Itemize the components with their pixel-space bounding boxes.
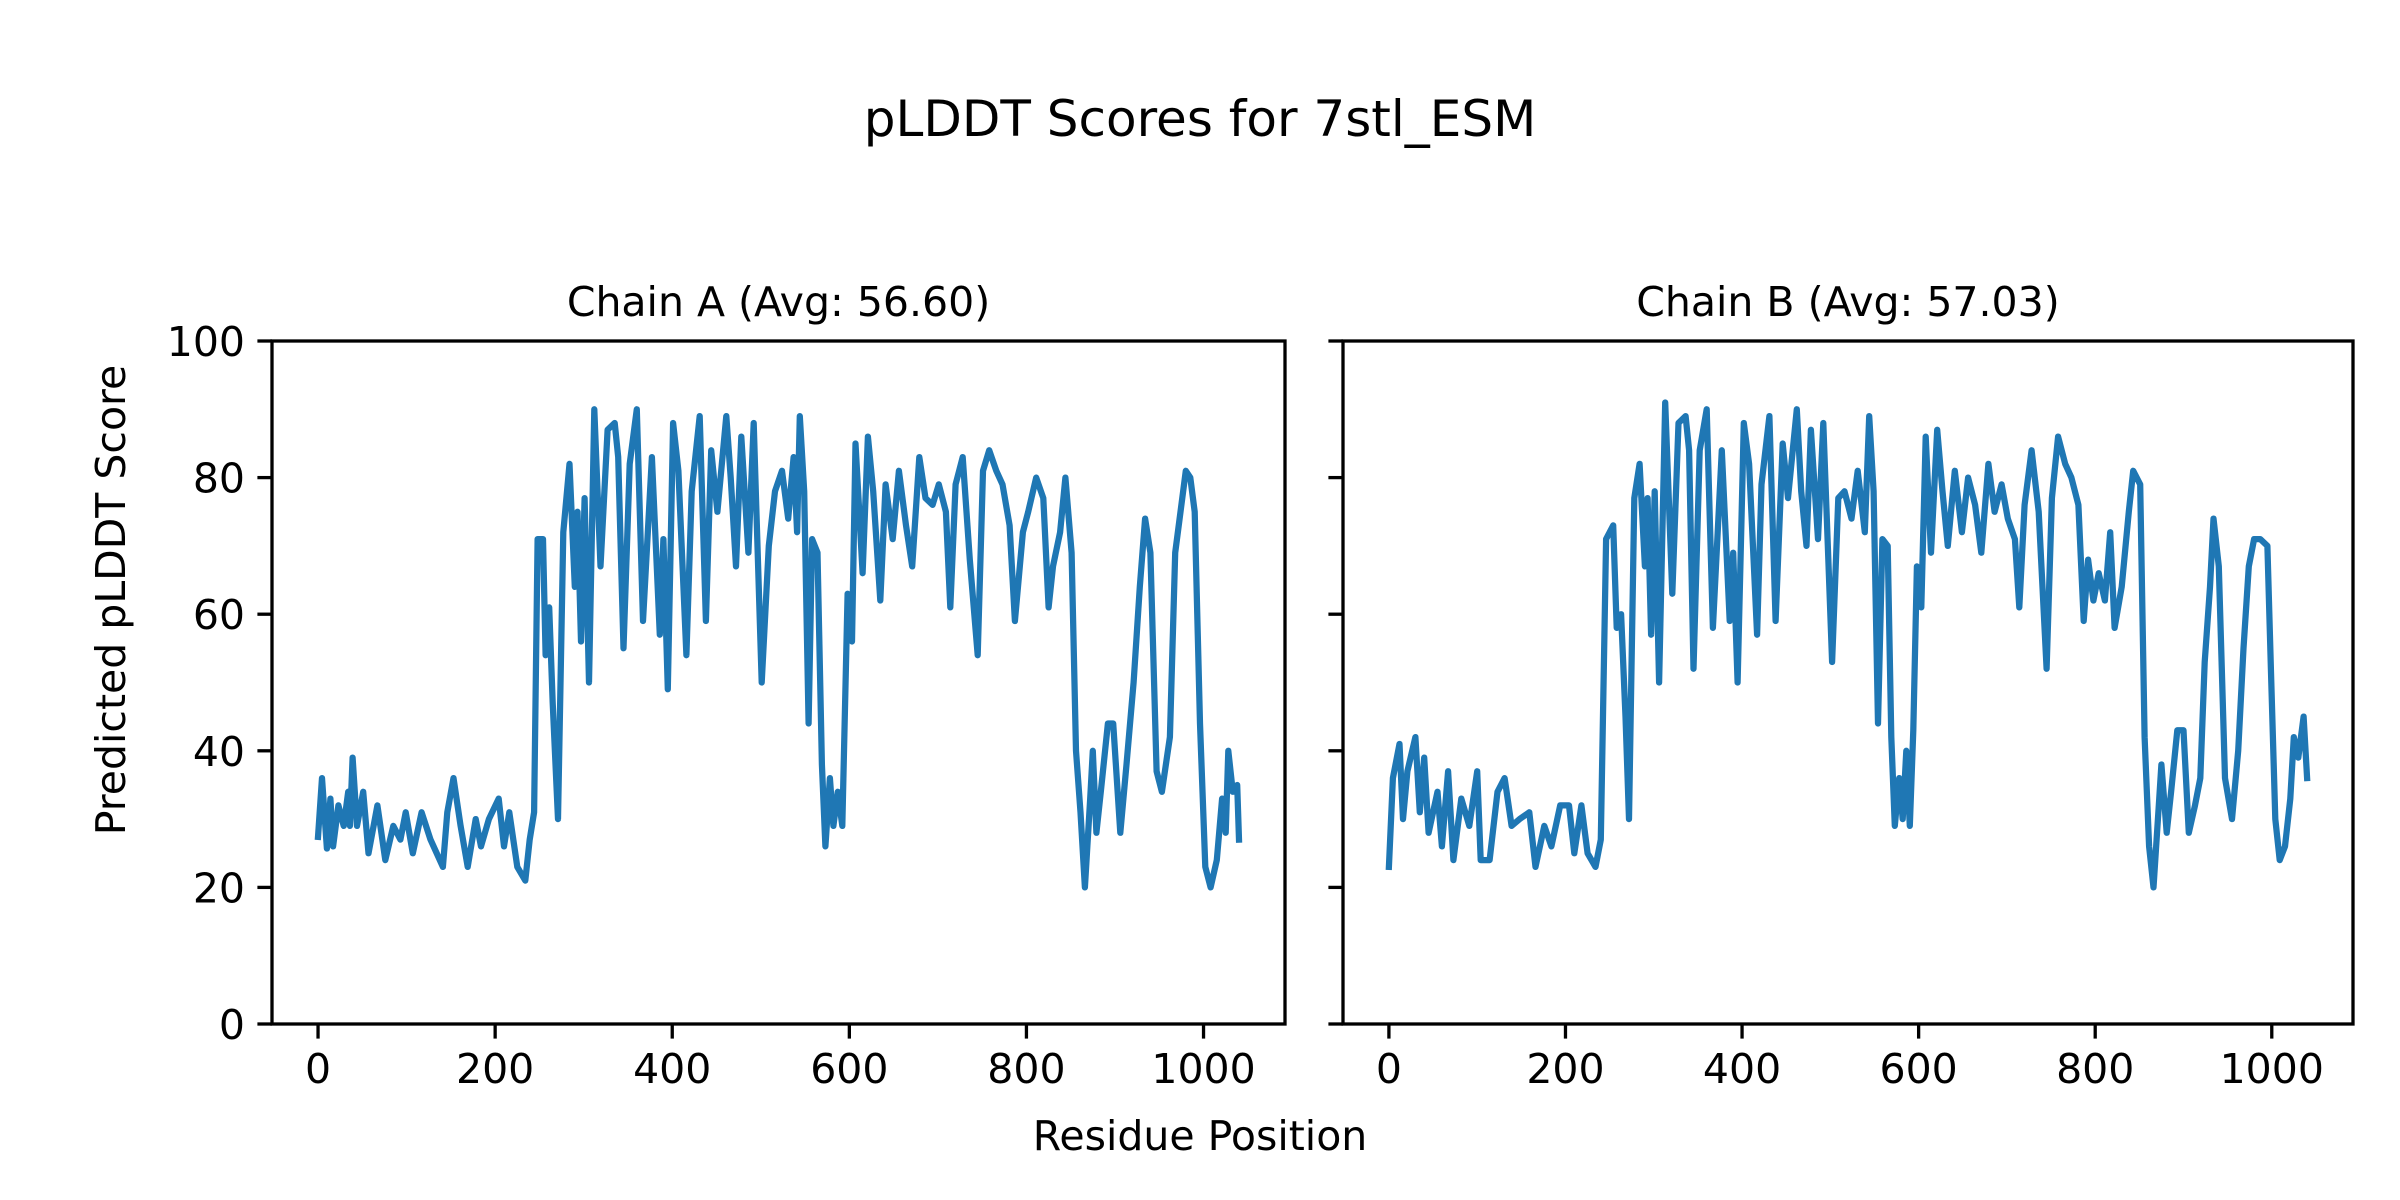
subplot-chain-b: Chain B (Avg: 57.03) 0 200 400 600 800 1000 [1328,278,2355,1093]
x-tick-label: 200 [1526,1045,1604,1093]
x-tick-label: 600 [810,1045,888,1093]
x-tick-label: 0 [305,1045,331,1093]
x-tick-label: 600 [1879,1045,1957,1093]
y-axis-label: Predicted pLDDT Score [87,365,135,835]
x-tick-label: 1000 [2220,1045,2324,1093]
y-tick-label: 20 [193,864,245,912]
subplot-title: Chain B (Avg: 57.03) [1636,278,2059,326]
x-tick-label: 0 [1376,1045,1402,1093]
y-tick-label: 40 [193,728,245,776]
plddt-series-line [1385,399,2311,891]
y-tick-label: 0 [219,1001,245,1049]
subplot-title: Chain A (Avg: 56.60) [567,278,990,326]
plddt-series-line [314,406,1243,891]
y-tick-label: 80 [193,455,245,503]
x-tick-label: 400 [633,1045,711,1093]
subplot-chain-a: Chain A (Avg: 56.60) 0 200 400 600 800 1000 0 20… [167,278,1287,1093]
y-tick-label: 100 [167,318,245,366]
y-tick-label: 60 [193,591,245,639]
x-tick-label: 800 [2056,1045,2134,1093]
x-tick-label: 1000 [1151,1045,1255,1093]
figure-title: pLDDT Scores for 7stl_ESM [864,90,1537,148]
x-axis-label: Residue Position [1033,1112,1368,1160]
x-tick-label: 400 [1703,1045,1781,1093]
axes-frame [270,339,1287,1026]
x-tick-label: 800 [987,1045,1065,1093]
x-tick-label: 200 [456,1045,534,1093]
axes-frame [1341,339,2355,1026]
